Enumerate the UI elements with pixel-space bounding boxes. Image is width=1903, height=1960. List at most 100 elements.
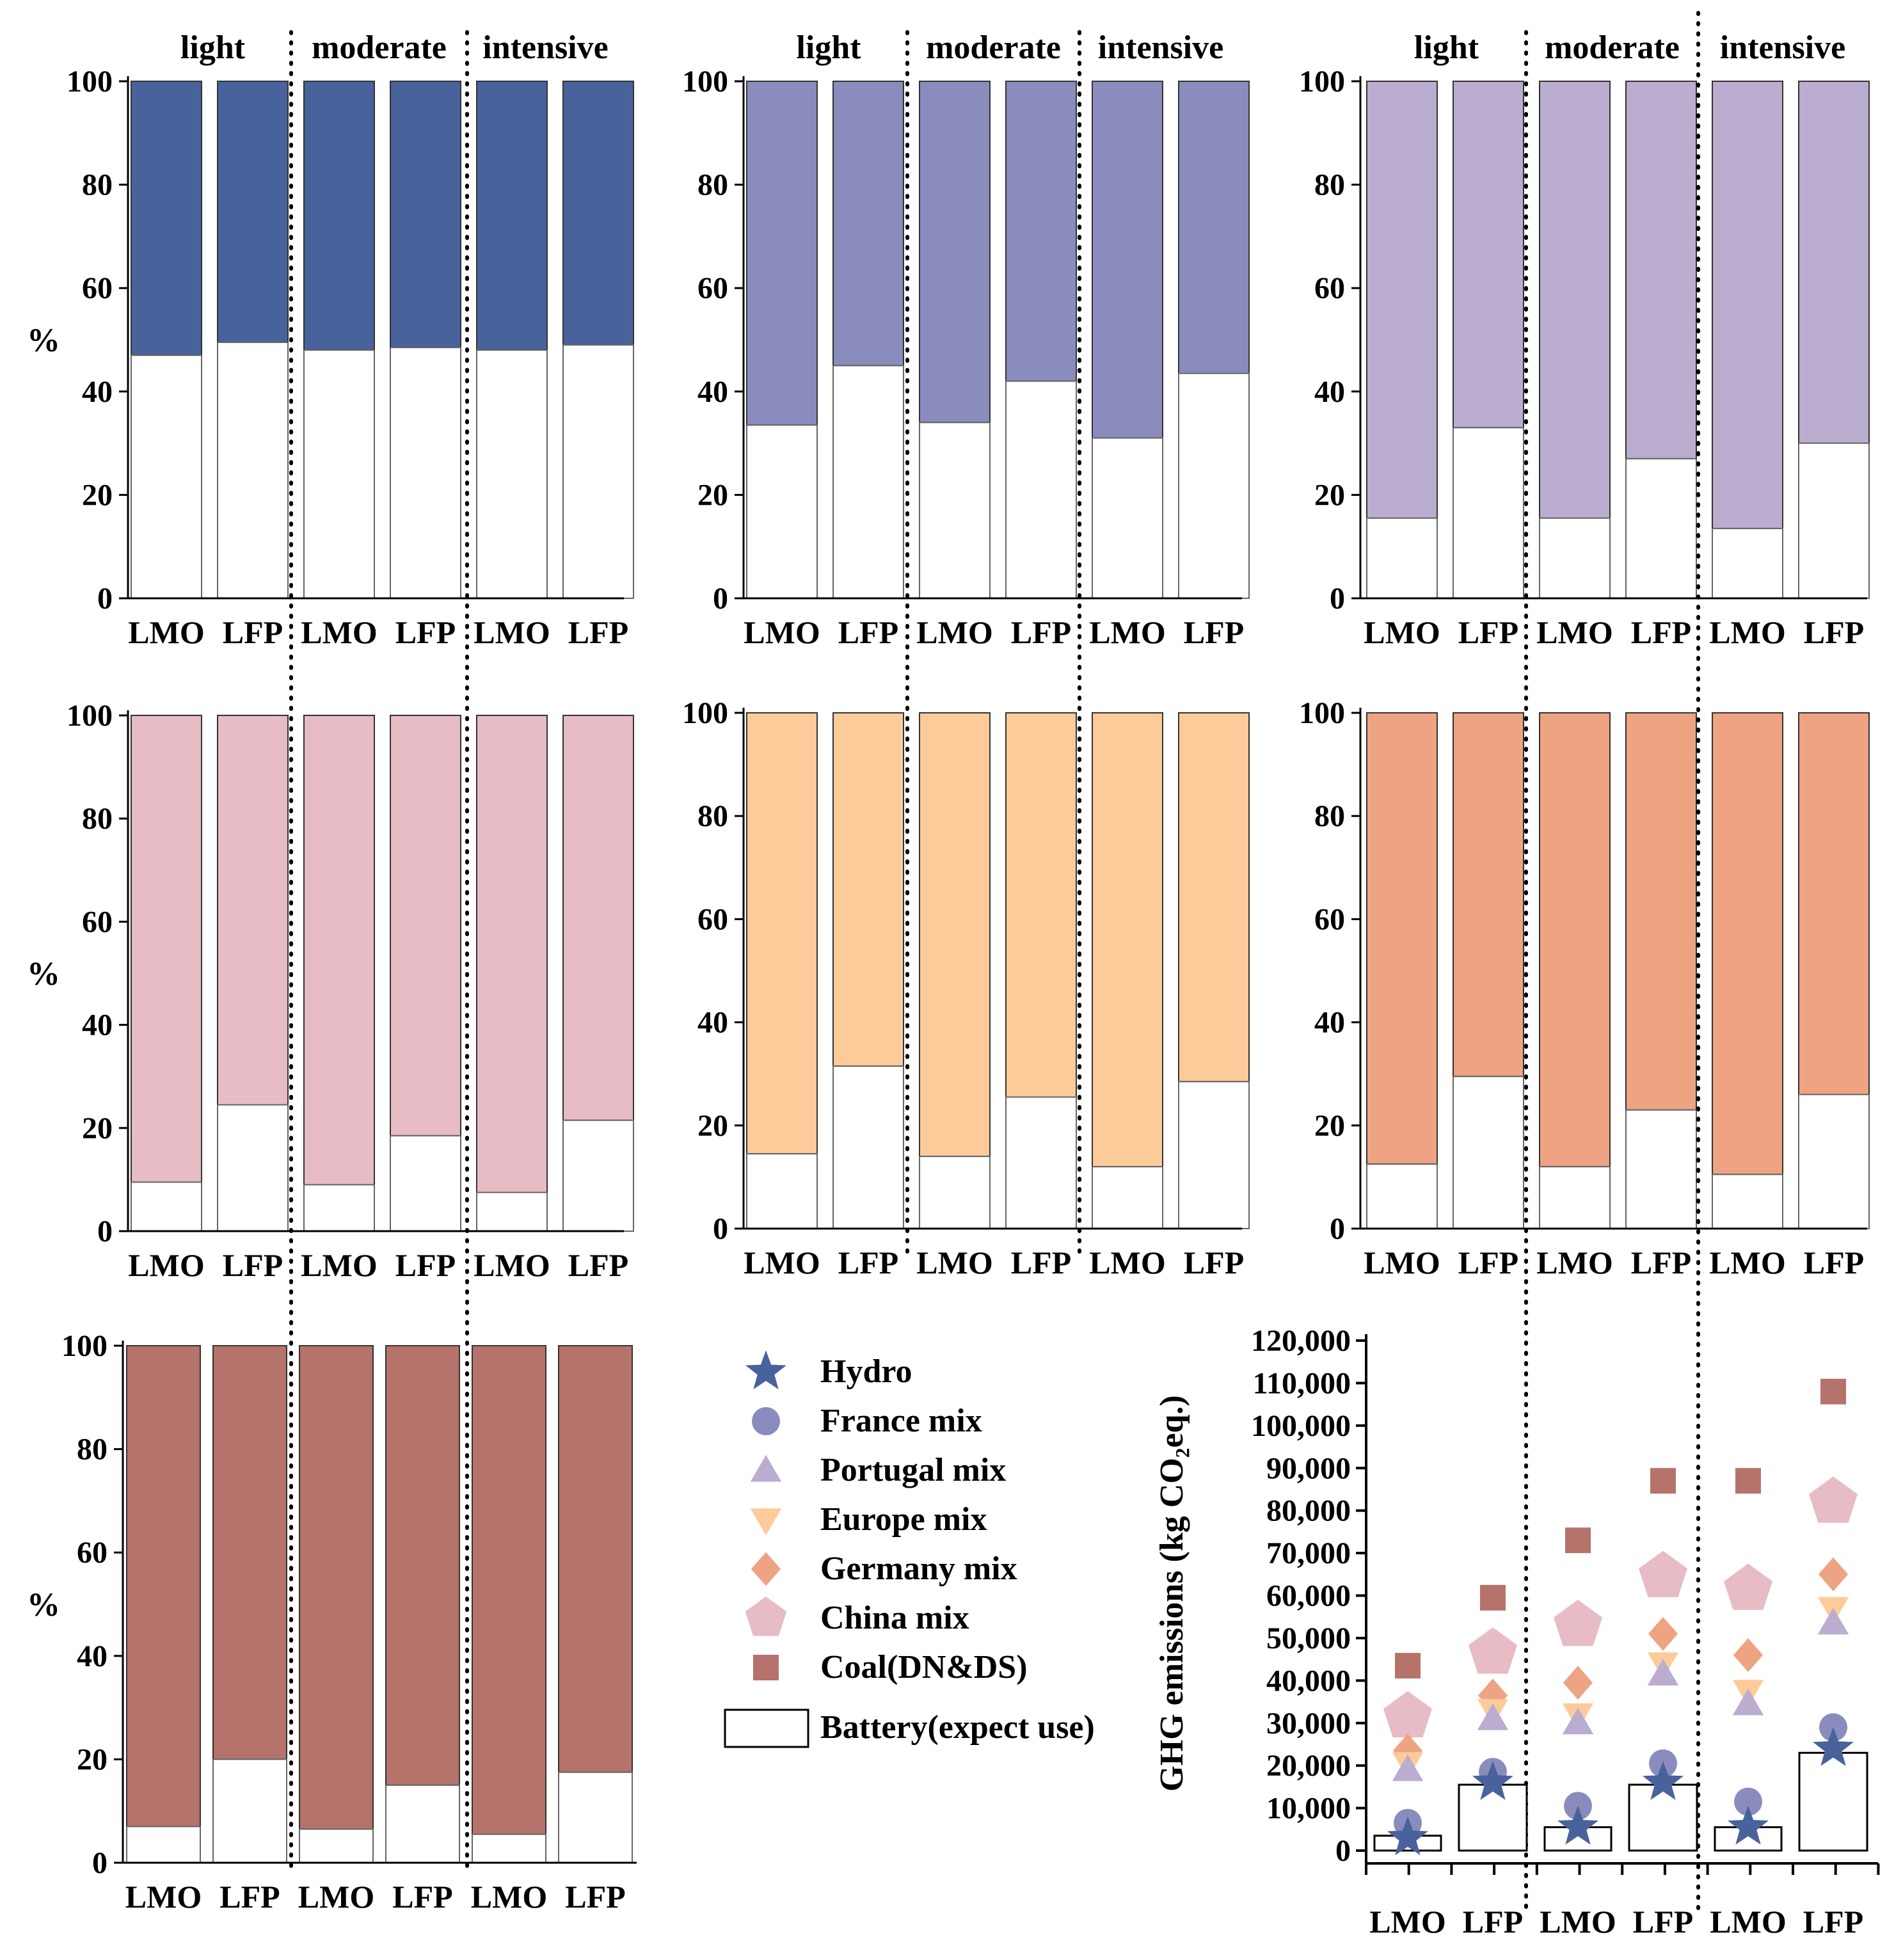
- category-label: LMO: [744, 1245, 820, 1280]
- category-label: LFP: [1803, 1904, 1863, 1940]
- y-tick-label: 70,000: [1266, 1536, 1351, 1570]
- y-tick-label: 20: [82, 478, 113, 512]
- y-tick-label: 100: [67, 699, 113, 733]
- bar-electricity-share: [1625, 81, 1697, 459]
- bar-electricity-share: [390, 715, 461, 1136]
- stacked-chart-5: LMO LFP LMO LFP LMO LFP 0 20 40 60 80 100: [682, 696, 1250, 1280]
- legend-label: Hydro: [820, 1353, 912, 1390]
- bar-battery-share: [562, 344, 634, 600]
- bar-electricity-share: [1625, 712, 1697, 1111]
- category-label: LMO: [471, 1879, 547, 1915]
- legend: Hydro France mix Portugal mix Europe mix Ger…: [724, 1350, 1095, 1748]
- category-label: LFP: [838, 614, 898, 650]
- bar-battery-share: [1092, 1166, 1163, 1230]
- bar-battery-share: [1005, 380, 1077, 599]
- category-label: LFP: [1804, 614, 1864, 650]
- bar-battery-share: [1453, 1076, 1524, 1229]
- category-label: LFP: [1011, 614, 1071, 650]
- bar-electricity-share: [303, 81, 375, 351]
- bar-electricity-share: [746, 712, 818, 1155]
- y-tick-label: 40: [1314, 375, 1345, 409]
- bar-electricity-share: [562, 715, 634, 1121]
- y-tick-label: 60: [1314, 902, 1345, 936]
- point-triangle-up: [1392, 1754, 1424, 1781]
- point-diamond: [1648, 1616, 1678, 1651]
- bar-electricity-share: [919, 712, 991, 1158]
- category-label: LFP: [1633, 1904, 1693, 1940]
- legend-marker-triangle-up: [750, 1454, 782, 1482]
- category-label: LFP: [1458, 614, 1518, 650]
- group-label-intensive: intensive: [1098, 29, 1223, 66]
- legend-label: China mix: [820, 1600, 969, 1636]
- y-tick-label: 100: [682, 65, 728, 99]
- bar-battery-share: [212, 1758, 287, 1863]
- y-tick-label: 40: [77, 1639, 107, 1673]
- category-label: LFP: [838, 1245, 898, 1280]
- y-axis-label: %: [27, 1587, 60, 1623]
- bar-battery-share: [476, 1191, 548, 1232]
- bar-battery-share: [217, 342, 289, 599]
- bar-electricity-share: [1539, 712, 1611, 1168]
- y-tick-label: 10,000: [1266, 1792, 1351, 1826]
- category-label: LFP: [392, 1879, 452, 1915]
- bar-battery-share: [476, 349, 548, 599]
- bar-battery-share: [1366, 1163, 1438, 1229]
- y-tick-label: 60: [82, 905, 113, 939]
- y-tick-label: 100: [61, 1329, 107, 1363]
- y-tick-label: 0: [92, 1846, 107, 1880]
- y-tick-label: 100: [682, 696, 728, 730]
- bar-battery-share: [1539, 1166, 1611, 1230]
- bar-battery-share: [1798, 442, 1870, 599]
- point-diamond: [1392, 1733, 1423, 1768]
- stacked-chart-3: LMO LFP LMO LFP LMO LFP 0 20 40 60 80 100 light moder…: [1299, 29, 1870, 650]
- point-pentagon: [1724, 1563, 1772, 1610]
- category-label: LFP: [219, 1879, 280, 1915]
- point-star: [1472, 1761, 1513, 1800]
- bar-battery-share: [217, 1104, 289, 1232]
- y-tick-label: 20: [697, 478, 728, 512]
- bar-electricity-share: [126, 1345, 201, 1828]
- category-label: LMO: [1089, 614, 1165, 650]
- bar-electricity-share: [1092, 712, 1163, 1168]
- group-label-intensive: intensive: [1720, 29, 1845, 66]
- bar-battery-share: [919, 1156, 991, 1230]
- group-label-intensive: intensive: [482, 29, 608, 66]
- point-pentagon: [1639, 1550, 1687, 1597]
- bar-electricity-share: [1366, 712, 1438, 1165]
- bar-electricity-share: [131, 81, 202, 356]
- bar-battery-share: [1178, 1081, 1250, 1230]
- bar-battery-share: [832, 365, 904, 600]
- y-tick-label: 100: [1299, 696, 1345, 730]
- point-star: [1387, 1816, 1428, 1856]
- bar-electricity-share: [217, 715, 289, 1106]
- legend-label: Coal(DN&DS): [820, 1649, 1028, 1685]
- y-tick-label: 60,000: [1266, 1579, 1351, 1613]
- y-tick-label: 50,000: [1266, 1621, 1351, 1655]
- category-label: LFP: [395, 1247, 456, 1283]
- bar-electricity-share: [131, 715, 202, 1183]
- group-label-moderate: moderate: [312, 29, 447, 66]
- bar-electricity-share: [476, 81, 548, 351]
- bar-electricity-share: [212, 1345, 287, 1760]
- category-label: LMO: [1709, 614, 1785, 650]
- y-tick-label: 120,000: [1251, 1324, 1351, 1358]
- legend-label: Europe mix: [820, 1501, 987, 1538]
- category-label: LMO: [1364, 1245, 1440, 1280]
- legend-marker-triangle-down: [750, 1508, 782, 1536]
- stacked-chart-6: LMO LFP LMO LFP LMO LFP 0 20 40 60 80 100: [1299, 696, 1870, 1280]
- y-tick-label: 20: [697, 1109, 728, 1143]
- point-diamond: [1818, 1557, 1849, 1591]
- bar-electricity-share: [299, 1345, 374, 1830]
- bar-battery-share: [1005, 1096, 1077, 1229]
- y-tick-label: 0: [713, 1212, 728, 1246]
- ghg-chart: LMO LFP LMO LFP LMO LFP 0 10,000 20,000 30,000 40,…: [1154, 1324, 1880, 1940]
- category-label: LMO: [298, 1879, 374, 1915]
- category-label: LMO: [1089, 1245, 1165, 1280]
- category-label: LFP: [568, 614, 628, 650]
- bar-battery-share: [390, 1135, 461, 1232]
- category-label: LMO: [1369, 1904, 1445, 1940]
- y-tick-label: 20: [77, 1742, 107, 1776]
- bar-battery-share: [746, 424, 818, 599]
- bar-electricity-share: [1453, 712, 1524, 1078]
- point-triangle-up: [1562, 1707, 1594, 1735]
